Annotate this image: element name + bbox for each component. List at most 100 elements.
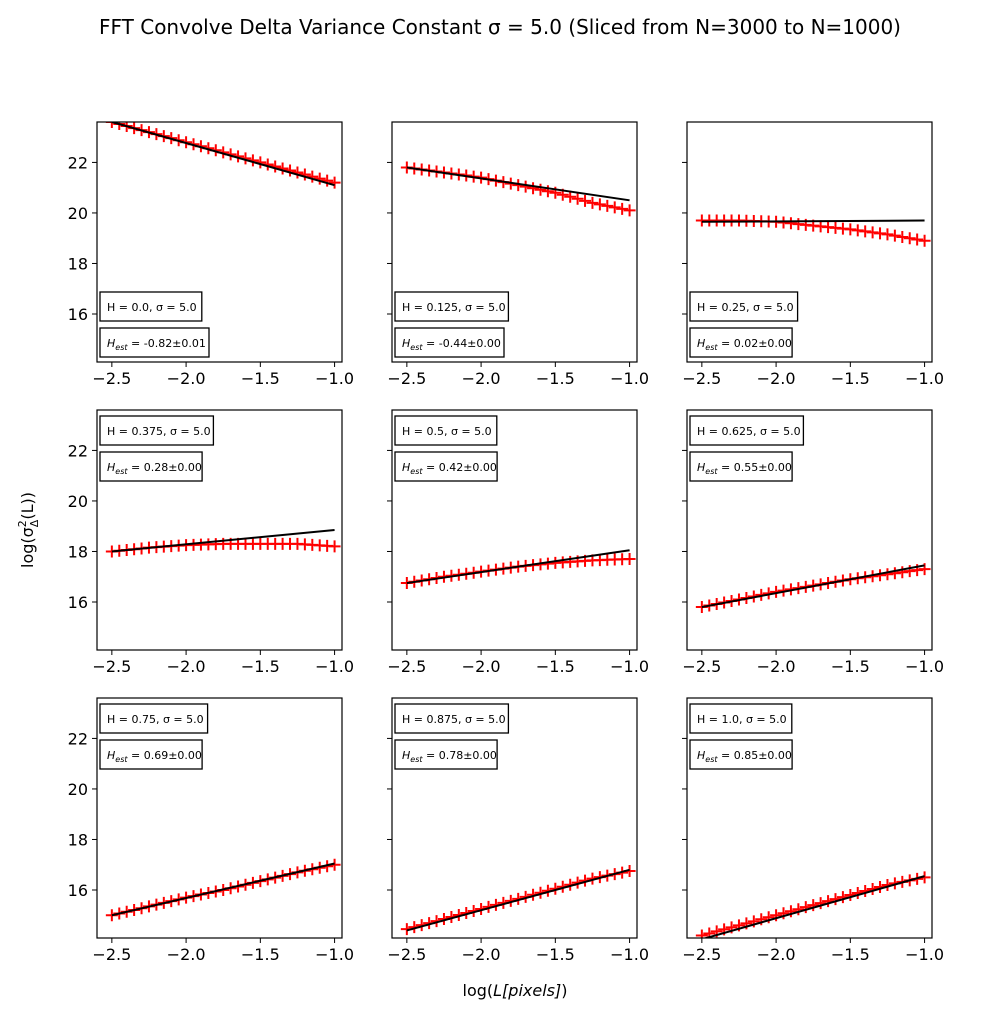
legend-params-text: H = 0.75, σ = 5.0 bbox=[107, 713, 204, 726]
data-point bbox=[105, 122, 118, 128]
y-tick-label: 22 bbox=[68, 153, 88, 172]
y-axis-label-sub: Δ bbox=[28, 519, 41, 527]
data-point bbox=[874, 227, 887, 240]
data-point bbox=[851, 224, 864, 237]
x-tick-label: −1.5 bbox=[241, 369, 280, 388]
x-tick-label: −1.0 bbox=[315, 369, 354, 388]
fit-line bbox=[111, 862, 335, 917]
y-tick-label: 18 bbox=[68, 830, 88, 849]
fit-line bbox=[406, 166, 630, 202]
data-point bbox=[903, 232, 916, 245]
data-point bbox=[571, 192, 584, 205]
legend-params-text: H = 0.875, σ = 5.0 bbox=[402, 713, 506, 726]
x-tick-label: −2.0 bbox=[167, 657, 206, 676]
x-tick-label: −2.0 bbox=[462, 945, 501, 964]
data-point bbox=[888, 229, 901, 242]
legend-estimate-text: Hest = 0.55±0.00 bbox=[697, 461, 792, 476]
y-tick-label: 20 bbox=[68, 204, 88, 223]
fit-line bbox=[111, 122, 335, 187]
y-axis-label-tail: (L)) bbox=[18, 492, 37, 520]
data-point bbox=[836, 891, 849, 904]
x-tick-label: −1.0 bbox=[905, 657, 944, 676]
legend-box-params bbox=[689, 291, 799, 322]
data-point bbox=[881, 228, 894, 241]
axes-frame bbox=[686, 121, 933, 363]
data-point bbox=[814, 897, 827, 910]
legend-box-estimate bbox=[394, 451, 498, 482]
legend-estimate-text: Hest = 0.28±0.00 bbox=[107, 461, 202, 476]
data-point bbox=[579, 194, 592, 207]
data-point bbox=[799, 901, 812, 914]
data-point bbox=[784, 905, 797, 918]
y-tick-label: 16 bbox=[68, 305, 88, 324]
data-point bbox=[321, 174, 334, 187]
x-tick-label: −2.5 bbox=[92, 657, 131, 676]
data-point bbox=[328, 540, 341, 553]
subplot-9: −2.5 −2.0 −1.5 −1.0 H = 1.0, σ = 5.0 Hest = 0… bbox=[682, 697, 944, 964]
x-tick-label: −1.5 bbox=[536, 657, 575, 676]
fit-line bbox=[701, 564, 925, 609]
data-point bbox=[519, 180, 532, 193]
data-points bbox=[695, 214, 931, 247]
legend-params-text: H = 0.375, σ = 5.0 bbox=[107, 425, 211, 438]
data-point bbox=[564, 190, 577, 203]
data-point bbox=[807, 899, 820, 912]
fit-line bbox=[701, 219, 925, 223]
data-point bbox=[844, 223, 857, 236]
x-tick-label: −1.0 bbox=[905, 945, 944, 964]
y-tick-label: 22 bbox=[68, 729, 88, 748]
data-point bbox=[859, 225, 872, 238]
data-point bbox=[829, 893, 842, 906]
data-point bbox=[822, 895, 835, 908]
data-point bbox=[601, 199, 614, 212]
subplot-3: −2.5 −2.0 −1.5 −1.0 H = 0.25, σ = 5.0 Hest = … bbox=[682, 121, 944, 388]
x-tick-label: −1.5 bbox=[831, 369, 870, 388]
legend-estimate-text: Hest = 0.42±0.00 bbox=[402, 461, 497, 476]
legend-params-text: H = 0.25, σ = 5.0 bbox=[697, 301, 794, 314]
data-point bbox=[534, 183, 547, 196]
y-tick-label: 16 bbox=[68, 593, 88, 612]
data-point bbox=[328, 176, 341, 189]
legend-params-text: H = 0.5, σ = 5.0 bbox=[402, 425, 492, 438]
legend-estimate-text: Hest = 0.02±0.00 bbox=[697, 337, 792, 352]
subplot-8: −2.5 −2.0 −1.5 −1.0 H = 0.875, σ = 5.0 Hest =… bbox=[387, 697, 649, 964]
fit-line bbox=[111, 529, 335, 553]
y-axis-label-sup: 2 bbox=[16, 520, 29, 527]
x-tick-label: −1.5 bbox=[831, 945, 870, 964]
x-tick-label: −1.0 bbox=[315, 657, 354, 676]
y-tick-label: 22 bbox=[68, 441, 88, 460]
x-tick-label: −1.0 bbox=[610, 657, 649, 676]
data-point bbox=[881, 568, 894, 581]
data-point bbox=[608, 201, 621, 214]
legend-estimate-text: Hest = -0.44±0.00 bbox=[402, 337, 501, 352]
legend-params-text: H = 0.0, σ = 5.0 bbox=[107, 301, 197, 314]
data-point bbox=[792, 903, 805, 916]
x-tick-label: −2.0 bbox=[167, 369, 206, 388]
data-point bbox=[918, 234, 931, 247]
subplot-4: −2.5 −2.0 −1.5 −1.0 16 18 20 22 H = 0.375, σ = 5… bbox=[68, 409, 354, 676]
axes-frame bbox=[96, 121, 343, 363]
legend-estimate-text: Hest = 0.85±0.00 bbox=[697, 749, 792, 764]
x-tick-label: −2.0 bbox=[757, 945, 796, 964]
x-tick-label: −2.5 bbox=[387, 369, 426, 388]
x-tick-label: −1.0 bbox=[315, 945, 354, 964]
data-point bbox=[896, 230, 909, 243]
data-point bbox=[527, 182, 540, 195]
data-point bbox=[777, 907, 790, 920]
x-tick-label: −2.5 bbox=[682, 657, 721, 676]
axes-frame bbox=[391, 121, 638, 363]
fit-line bbox=[702, 875, 925, 938]
x-tick-label: −1.5 bbox=[536, 945, 575, 964]
x-axis-label-italic: L[pixels] bbox=[493, 981, 561, 1000]
figure-title: FFT Convolve Delta Variance Constant σ =… bbox=[99, 15, 901, 39]
legend-params-text: H = 1.0, σ = 5.0 bbox=[697, 713, 787, 726]
x-tick-label: −1.5 bbox=[831, 657, 870, 676]
axes-frame bbox=[96, 409, 343, 651]
subplot-7: −2.5 −2.0 −1.5 −1.0 16 18 20 22 H = 0.75, σ = 5.… bbox=[68, 697, 354, 964]
axes-frame bbox=[96, 697, 343, 939]
data-point bbox=[695, 929, 708, 938]
legend-box-params bbox=[394, 291, 510, 322]
legend-box-params bbox=[689, 415, 805, 446]
data-points bbox=[400, 161, 636, 217]
subplot-1: −2.5 −2.0 −1.5 −1.0 16 18 20 22 H = 0.0, σ = 5.0… bbox=[68, 121, 354, 388]
